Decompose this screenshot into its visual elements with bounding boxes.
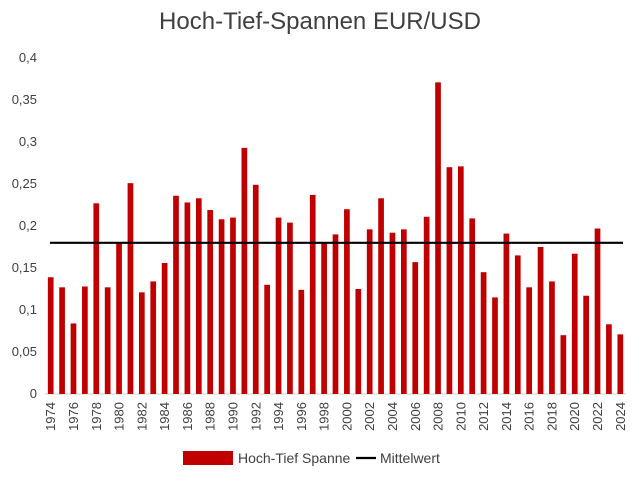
bar xyxy=(514,255,521,394)
x-tick-label: 2014 xyxy=(499,402,514,431)
bar xyxy=(138,292,145,394)
y-tick-label: 0,4 xyxy=(19,50,37,65)
x-tick-label: 2022 xyxy=(590,402,605,431)
y-tick-label: 0,15 xyxy=(12,260,37,275)
x-tick-label: 1984 xyxy=(157,402,172,431)
bar xyxy=(423,216,430,394)
bar xyxy=(446,167,453,394)
x-tick-label: 1998 xyxy=(317,402,332,431)
bar xyxy=(104,287,111,394)
chart-title: Hoch-Tief-Spannen EUR/USD xyxy=(159,8,481,35)
x-tick-label: 2012 xyxy=(476,402,491,431)
bar xyxy=(594,228,601,394)
x-tick-label: 2002 xyxy=(362,402,377,431)
bar xyxy=(287,222,293,394)
bar xyxy=(344,209,350,394)
bar xyxy=(583,295,589,394)
bar xyxy=(412,262,419,394)
bar xyxy=(298,289,305,394)
bar xyxy=(93,203,100,394)
bar xyxy=(560,335,567,394)
x-tick-label: 2008 xyxy=(431,402,446,431)
bar xyxy=(218,219,225,394)
x-tick-label: 2010 xyxy=(453,402,468,431)
x-tick-label: 1996 xyxy=(294,402,309,431)
bar xyxy=(617,334,624,394)
x-tick-label: 2024 xyxy=(613,402,628,431)
x-tick-label: 1988 xyxy=(203,402,218,431)
bar xyxy=(207,210,214,394)
bar xyxy=(59,287,65,394)
bar xyxy=(321,242,327,394)
x-tick-label: 2006 xyxy=(408,402,423,431)
bar xyxy=(47,277,54,394)
bar xyxy=(195,198,202,394)
bar xyxy=(355,289,362,394)
bar xyxy=(241,147,248,394)
bar xyxy=(492,297,498,394)
x-tick-label: 1986 xyxy=(180,402,195,431)
bar xyxy=(150,281,157,394)
y-tick-label: 0,05 xyxy=(12,344,37,359)
bar xyxy=(264,284,270,394)
x-tick-label: 1992 xyxy=(248,402,263,431)
bar xyxy=(526,287,533,394)
x-tick-label: 2004 xyxy=(385,402,400,431)
bar xyxy=(127,183,134,394)
legend-label-bar: Hoch-Tief Spanne xyxy=(238,450,351,466)
legend-label-line: Mittelwert xyxy=(380,450,440,466)
bar xyxy=(116,243,122,394)
bar xyxy=(606,324,612,394)
x-tick-label: 1980 xyxy=(112,402,127,431)
bar xyxy=(230,217,236,394)
bar xyxy=(571,253,578,394)
bar xyxy=(537,247,544,394)
legend-swatch-bar xyxy=(183,451,233,465)
x-tick-label: 1990 xyxy=(225,402,240,431)
bar xyxy=(435,82,441,395)
bar xyxy=(480,272,487,394)
bar xyxy=(70,323,77,394)
x-tick-label: 1974 xyxy=(43,402,58,431)
y-tick-label: 0,25 xyxy=(12,176,37,191)
bar xyxy=(366,229,373,394)
bar xyxy=(275,217,282,394)
y-tick-label: 0 xyxy=(30,386,37,401)
bar xyxy=(457,166,464,394)
bar xyxy=(469,218,476,394)
bar xyxy=(309,194,316,394)
x-tick-label: 1982 xyxy=(134,402,149,431)
bar xyxy=(378,198,384,394)
bar xyxy=(161,262,168,394)
y-tick-label: 0,1 xyxy=(19,302,37,317)
y-tick-label: 0,35 xyxy=(12,92,37,107)
x-tick-label: 2018 xyxy=(544,402,559,431)
bar xyxy=(252,184,259,394)
y-tick-label: 0,3 xyxy=(19,134,37,149)
bar xyxy=(503,233,510,394)
x-tick-label: 1994 xyxy=(271,402,286,431)
x-tick-label: 2016 xyxy=(522,402,537,431)
bar xyxy=(549,281,555,394)
bar xyxy=(389,232,396,394)
x-tick-label: 1976 xyxy=(66,402,81,431)
bar xyxy=(401,229,407,394)
bar xyxy=(173,195,179,394)
bar xyxy=(184,202,191,394)
x-tick-label: 2000 xyxy=(339,402,354,431)
x-tick-label: 1978 xyxy=(89,402,104,431)
x-tick-label: 2020 xyxy=(567,402,582,431)
bar xyxy=(82,286,88,394)
bar xyxy=(332,234,339,394)
y-tick-label: 0,2 xyxy=(19,218,37,233)
